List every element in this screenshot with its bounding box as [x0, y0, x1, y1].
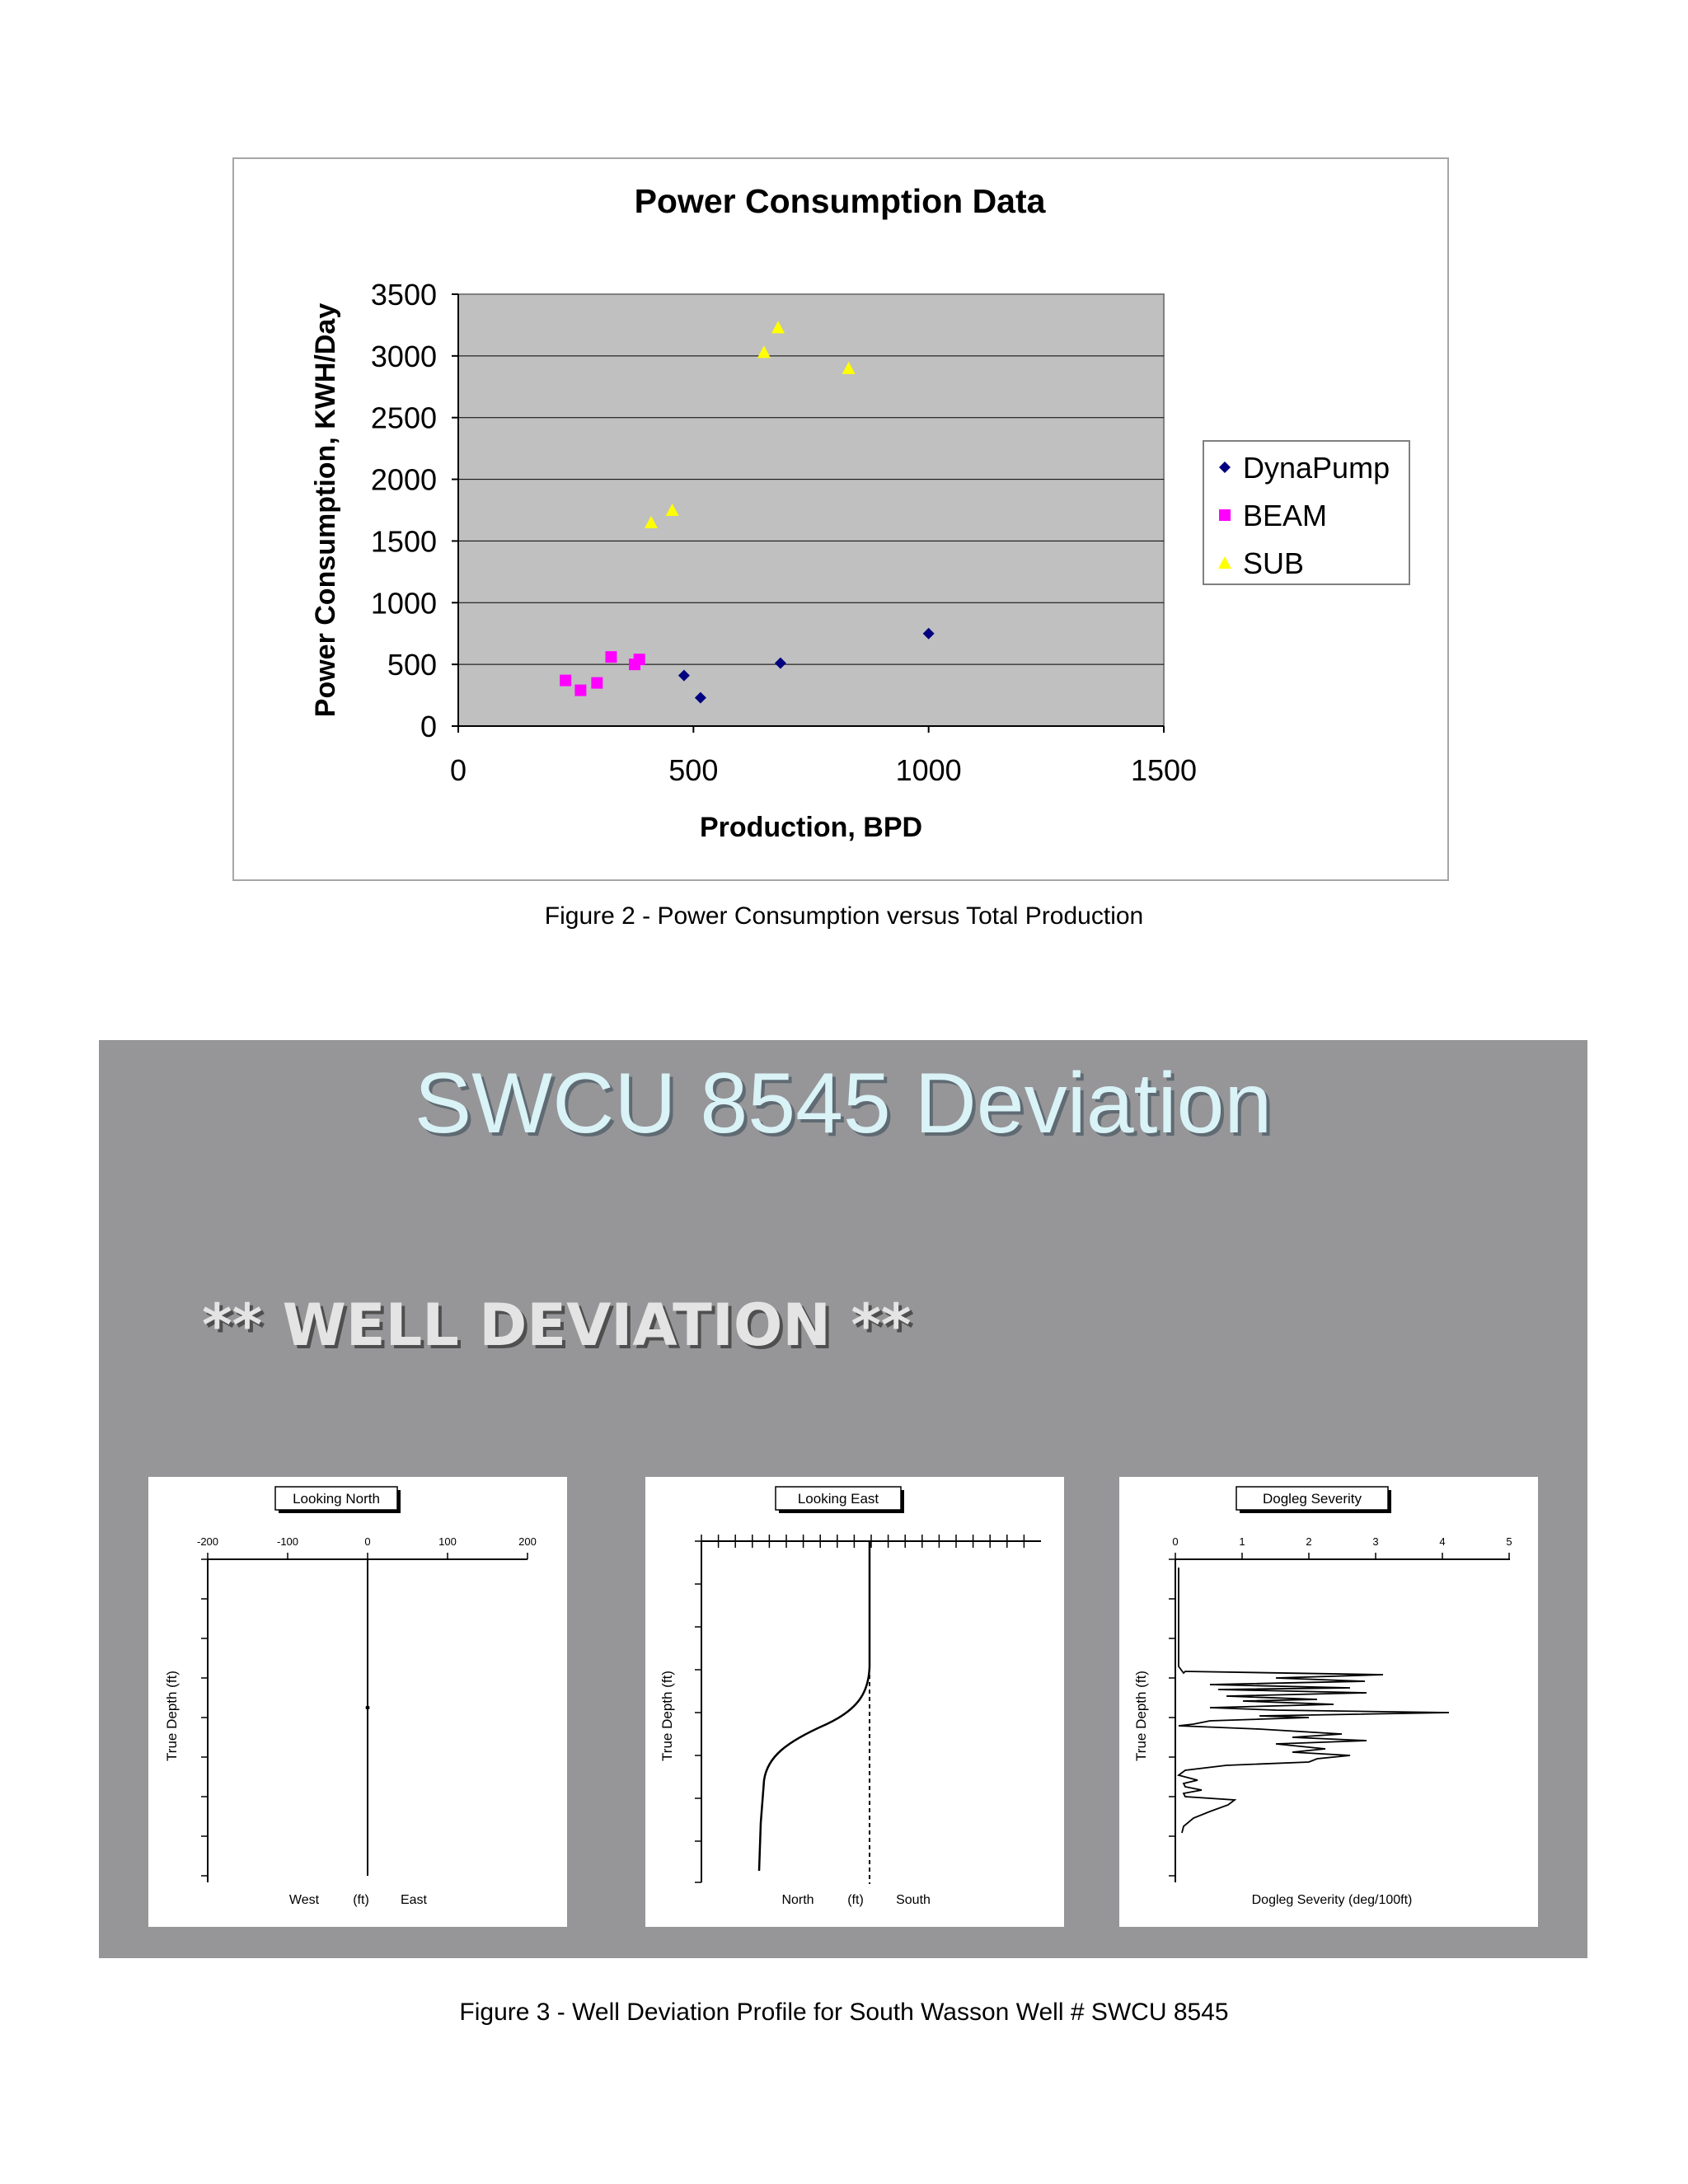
y-tick-label: 500	[387, 648, 437, 682]
x-tick-label: 4	[1439, 1535, 1445, 1548]
x-axis-label: Dogleg Severity (deg/100ft)	[1252, 1893, 1413, 1907]
legend-marker	[1218, 556, 1231, 569]
x-tick-label: 5	[1506, 1535, 1512, 1548]
x-tick-label: 100	[438, 1535, 457, 1548]
deviation-slide: SWCU 8545 Deviation ** WELL DEVIATION **…	[99, 1040, 1587, 1958]
legend-entry: BEAM	[1243, 499, 1327, 532]
x-tick-label: 200	[518, 1535, 537, 1548]
y-tick-label: 3500	[371, 278, 437, 312]
x-tick-label: -200	[197, 1535, 218, 1548]
x-tick-label: 500	[668, 753, 718, 787]
y-tick-label: 1000	[371, 586, 437, 620]
looking-east-panel: Looking East True Depth (ft) North (ft) …	[645, 1477, 1064, 1927]
legend-entry: SUB	[1243, 546, 1304, 580]
figure-3-caption: Figure 3 - Well Deviation Profile for So…	[459, 1999, 1229, 2026]
data-point-dynapump	[774, 657, 786, 669]
east-label: East	[401, 1893, 428, 1907]
panel-title: Looking East	[798, 1491, 879, 1507]
y-axis-label: Power Consumption, KWH/Day	[310, 303, 341, 718]
unit-label: (ft)	[847, 1893, 864, 1907]
legend-marker	[1219, 509, 1231, 521]
y-axis-label: True Depth (ft)	[659, 1671, 675, 1761]
y-axis-label: True Depth (ft)	[1133, 1671, 1149, 1761]
north-label: North	[781, 1893, 814, 1907]
unit-label: (ft)	[353, 1893, 369, 1907]
data-point-sub	[644, 515, 658, 528]
figure-2-caption: Figure 2 - Power Consumption versus Tota…	[544, 902, 1144, 930]
data-point-beam	[591, 677, 603, 689]
chart-title: Power Consumption Data	[635, 182, 1047, 220]
slide-title: SWCU 8545 Deviation	[414, 1056, 1273, 1151]
data-point-sub	[771, 321, 785, 334]
power-consumption-chart: 0 500 1000 1500 2000 2500 3000 3500 0 500 1000 1500…	[310, 182, 1410, 843]
plot-area	[457, 293, 1165, 727]
west-label: West	[289, 1893, 320, 1907]
data-point-beam	[633, 654, 645, 666]
panel-title: Looking North	[293, 1491, 380, 1507]
x-tick-label: 1	[1239, 1535, 1245, 1548]
y-tick-label: 2000	[371, 463, 437, 497]
y-tick-label: 3000	[371, 340, 437, 373]
legend-marker	[1219, 462, 1231, 473]
x-tick-label: -100	[277, 1535, 298, 1548]
dogleg-severity-panel: Dogleg Severity 0 1 2 3 4 5 True Depth (…	[1119, 1477, 1538, 1927]
x-axis-label: Production, BPD	[700, 812, 922, 843]
data-point-sub	[842, 361, 856, 374]
y-axis-label: True Depth (ft)	[164, 1671, 180, 1761]
panel-title: Dogleg Severity	[1263, 1491, 1362, 1507]
data-point-beam	[605, 651, 617, 663]
data-point-beam	[574, 684, 587, 696]
south-label: South	[896, 1893, 931, 1907]
y-tick-label: 1500	[371, 524, 437, 558]
data-point-sub	[757, 345, 771, 359]
data-point-dynapump	[694, 691, 706, 704]
slide-subtitle: ** WELL DEVIATION **	[202, 1291, 912, 1359]
well-trace	[757, 1541, 871, 1872]
y-tick-label: 2500	[371, 401, 437, 435]
legend-entry: DynaPump	[1243, 451, 1390, 485]
looking-north-panel: Looking North -200 -100 0 100 200 True D…	[148, 1477, 567, 1927]
dogleg-trace	[1176, 1568, 1450, 1834]
data-point-dynapump	[678, 669, 690, 682]
x-tick-label: 0	[450, 753, 467, 787]
data-point-dynapump	[922, 627, 935, 640]
legend: DynaPump BEAM SUB	[1203, 440, 1410, 585]
x-tick-label: 2	[1306, 1535, 1311, 1548]
y-tick-label: 0	[420, 710, 437, 743]
data-point-beam	[560, 674, 572, 687]
x-tick-label: 0	[1172, 1535, 1178, 1548]
data-point-sub	[665, 504, 679, 516]
x-tick-label: 0	[364, 1535, 370, 1548]
x-tick-label: 3	[1372, 1535, 1378, 1548]
x-tick-label: 1000	[896, 753, 962, 787]
x-tick-label: 1500	[1131, 753, 1197, 787]
